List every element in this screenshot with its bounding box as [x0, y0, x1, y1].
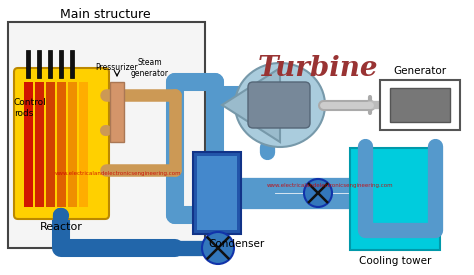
Bar — [380, 80, 460, 130]
Text: Condenser: Condenser — [209, 239, 265, 249]
Bar — [24, 82, 33, 207]
Bar — [390, 88, 450, 122]
Polygon shape — [222, 68, 280, 142]
Bar — [37, 50, 41, 78]
Bar — [70, 50, 74, 78]
Bar — [35, 82, 44, 207]
Bar — [197, 156, 237, 230]
Text: www.electricalandelectronicsengineering.com: www.electricalandelectronicsengineering.… — [267, 183, 393, 188]
Text: Reactor: Reactor — [40, 222, 83, 232]
Text: Control
rods: Control rods — [14, 98, 47, 118]
Bar — [46, 82, 55, 207]
Bar — [193, 152, 241, 234]
FancyBboxPatch shape — [248, 82, 310, 128]
Bar — [8, 22, 205, 248]
Circle shape — [202, 232, 234, 264]
Bar — [350, 148, 440, 250]
Bar — [68, 82, 77, 207]
Ellipse shape — [235, 63, 325, 147]
Text: Turbine: Turbine — [258, 54, 379, 81]
Text: Steam
generator: Steam generator — [131, 58, 169, 78]
Text: www.electricalandelectronicsengineering.com: www.electricalandelectronicsengineering.… — [55, 170, 182, 175]
Bar — [26, 50, 30, 78]
Bar — [57, 82, 66, 207]
Text: Generator: Generator — [393, 66, 447, 76]
Circle shape — [304, 179, 332, 207]
Bar — [59, 50, 63, 78]
Bar — [48, 50, 52, 78]
FancyBboxPatch shape — [14, 68, 109, 219]
Text: Cooling tower: Cooling tower — [359, 256, 431, 266]
Bar — [110, 82, 124, 142]
Text: Pressurizer: Pressurizer — [96, 64, 138, 73]
Bar — [79, 82, 88, 207]
Text: Main structure: Main structure — [60, 7, 150, 21]
